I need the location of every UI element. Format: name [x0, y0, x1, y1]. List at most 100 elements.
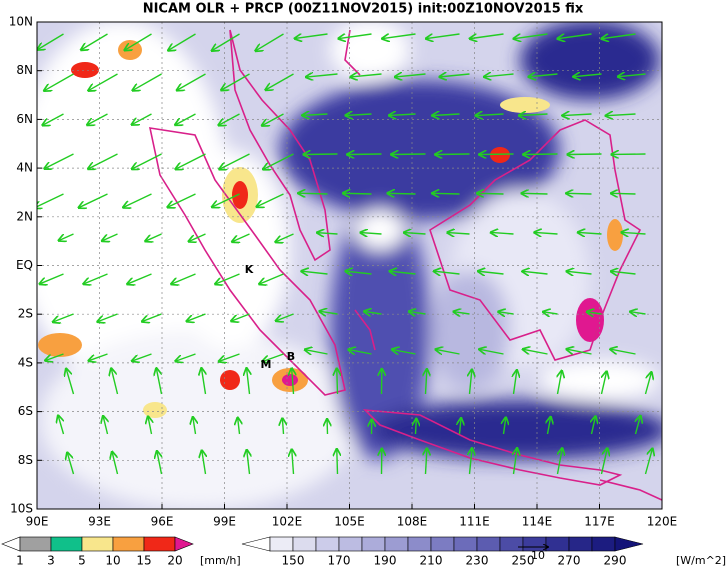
wind-arrow [219, 113, 240, 125]
wind-arrow [484, 74, 514, 77]
wind-arrow [630, 312, 646, 314]
wind-arrow [548, 417, 551, 435]
wind-arrow [132, 113, 152, 124]
legend-swatch [476, 536, 501, 552]
x-axis-label: 111E [459, 515, 490, 529]
wind-arrow [587, 312, 602, 314]
wind-arrow [46, 353, 64, 360]
legend-swatch [112, 536, 145, 552]
legend-swatch [174, 536, 194, 552]
y-axis-label: 8N [16, 63, 33, 77]
x-axis-label: 117E [584, 515, 615, 529]
wind-arrow [189, 233, 206, 241]
wind-arrow [221, 73, 250, 90]
wind-arrow [133, 73, 162, 90]
legend-label: 290 [604, 554, 627, 568]
wind-arrow [644, 449, 653, 475]
wind-arrow [156, 369, 163, 395]
wind-arrow [436, 349, 460, 354]
place-label: M [261, 358, 272, 371]
wind-arrow [448, 233, 470, 234]
wind-arrow [644, 373, 652, 395]
wind-arrow [395, 74, 426, 77]
wind-arrow [388, 193, 416, 194]
wind-arrow [299, 193, 328, 194]
wind-arrow [58, 416, 63, 435]
wind-vectors [37, 33, 653, 475]
wind-arrow [346, 271, 372, 274]
wind-arrow [89, 353, 108, 361]
y-axis-label: 4N [16, 161, 33, 175]
olr-field [37, 22, 662, 509]
legend-swatch [568, 536, 593, 552]
legend-label: 270 [558, 554, 581, 568]
wind-arrow [276, 313, 294, 321]
wind-arrow [128, 273, 152, 284]
legend-label: 150 [282, 554, 305, 568]
wind-arrow [470, 33, 504, 39]
wind-arrow [477, 193, 504, 194]
wind-arrow [558, 371, 562, 395]
wind-arrow [292, 369, 294, 395]
wind-arrow [219, 353, 240, 361]
wind-arrow [305, 350, 328, 354]
wind-arrow [514, 449, 518, 475]
legend-swatch [315, 536, 340, 552]
wind-arrow [426, 449, 427, 475]
wind-arrow [142, 313, 162, 321]
legend-swatch [1, 536, 21, 552]
x-axis-label: 102E [272, 515, 303, 529]
legend-swatch [384, 536, 409, 552]
wind-arrow [543, 312, 558, 314]
legend-swatch [591, 536, 616, 552]
wind-arrow [460, 418, 462, 435]
wind-arrow [600, 372, 607, 395]
map: K M B [37, 22, 662, 509]
x-axis-label: 93E [88, 515, 111, 529]
wind-arrow [44, 73, 74, 91]
wind-arrow [66, 369, 75, 395]
legend-swatch [614, 536, 644, 552]
wind-arrow [567, 349, 592, 354]
wind-arrow [606, 114, 636, 116]
y-axis-label: 6N [16, 112, 33, 126]
place-label: B [287, 350, 295, 363]
wind-arrow [389, 114, 416, 115]
title: NICAM OLR + PRCP (00Z11NOV2015) init:00Z… [143, 2, 584, 17]
wind-arrow [132, 153, 162, 169]
legend-label: 15 [136, 554, 151, 568]
wind-arrow [295, 33, 328, 38]
wind-arrow [247, 369, 250, 395]
wind-arrow [499, 312, 514, 314]
legend-swatch [19, 536, 52, 552]
wind-arrow [306, 74, 338, 77]
wind-arrow [67, 453, 75, 475]
precip-field [38, 40, 623, 418]
wind-arrow [343, 193, 372, 194]
wind-arrow [176, 153, 206, 169]
legend-swatch [407, 536, 432, 552]
wind-arrow [563, 114, 592, 116]
wind-arrow [111, 369, 119, 395]
wind-arrow [112, 452, 119, 475]
wind-arrow [567, 271, 592, 274]
x-axis-label: 105E [334, 515, 365, 529]
wind-arrow [611, 349, 636, 355]
wind-arrow [318, 233, 338, 234]
wind-arrow [426, 33, 460, 39]
legend-swatch [430, 536, 455, 552]
wind-arrow [479, 349, 504, 354]
x-axis-label: 99E [213, 515, 236, 529]
wind-arrow [390, 271, 416, 274]
wind-arrow [337, 449, 338, 475]
wind-arrow [146, 233, 162, 241]
wind-arrow [220, 153, 250, 169]
legend-swatch [50, 536, 83, 552]
wind-arrow [79, 193, 108, 208]
wind-arrow [383, 33, 416, 39]
wind-arrow [404, 233, 426, 234]
wind-arrow [622, 232, 646, 234]
wind-arrow [558, 449, 563, 475]
reference-vector-label: 10 [531, 549, 545, 562]
